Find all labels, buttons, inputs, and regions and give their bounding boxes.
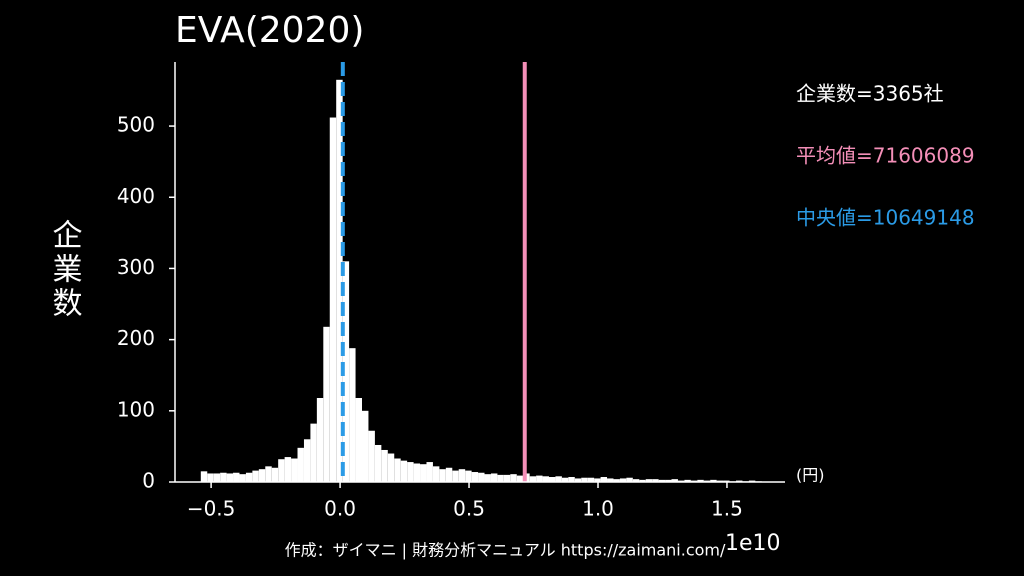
y-tick-label: 200 xyxy=(117,326,155,350)
footer: 作成：ザイマニ | 財務分析マニュアル https://zaimani.com/ xyxy=(285,541,726,560)
bar xyxy=(245,472,253,482)
bar xyxy=(626,477,633,482)
stat-label: 中央値=10649148 xyxy=(796,206,975,230)
bar xyxy=(503,474,511,482)
bar xyxy=(458,469,466,482)
x-unit: (円) xyxy=(796,466,825,485)
bar xyxy=(652,479,659,482)
bar xyxy=(342,261,350,482)
bar xyxy=(542,476,549,482)
bar xyxy=(471,472,479,482)
bar xyxy=(258,469,266,482)
bar xyxy=(355,398,362,482)
stat-label: 企業数=3365社 xyxy=(796,82,944,106)
bar xyxy=(310,423,317,482)
bar xyxy=(420,464,427,482)
bar xyxy=(265,466,272,482)
bar xyxy=(568,477,575,482)
bar xyxy=(207,473,214,482)
y-tick-label: 400 xyxy=(117,184,155,208)
bar xyxy=(284,457,292,482)
bar xyxy=(297,447,304,482)
y-tick-label: 500 xyxy=(117,113,155,137)
bar xyxy=(632,479,640,482)
bar xyxy=(220,472,227,482)
bar xyxy=(490,473,498,482)
bar xyxy=(349,348,356,482)
bar xyxy=(400,460,408,482)
bar xyxy=(329,117,337,482)
y-tick-label: 300 xyxy=(117,255,155,279)
bar xyxy=(239,474,246,482)
bar xyxy=(278,459,285,482)
bar xyxy=(561,477,569,482)
bar xyxy=(645,479,653,482)
chart-title: EVA(2020) xyxy=(175,10,364,51)
bar xyxy=(484,474,491,482)
bar xyxy=(613,479,620,482)
x-tick-label: −0.5 xyxy=(187,497,236,521)
bar xyxy=(291,458,298,482)
x-tick-label: 0.0 xyxy=(324,497,356,521)
bar xyxy=(303,439,311,482)
bar xyxy=(439,469,446,482)
bar xyxy=(316,398,324,482)
bar xyxy=(697,479,704,482)
bar xyxy=(671,479,678,482)
bar xyxy=(426,462,433,482)
bar xyxy=(368,430,375,482)
bar xyxy=(413,463,421,482)
y-axis-label: 企業数 xyxy=(47,219,83,321)
bar xyxy=(432,466,440,482)
bar xyxy=(607,478,614,482)
bar xyxy=(323,326,330,482)
bar xyxy=(465,470,472,482)
bar xyxy=(381,449,388,482)
bar xyxy=(710,479,717,482)
bar xyxy=(600,477,608,482)
x-offset: 1e10 xyxy=(725,531,781,556)
bar xyxy=(387,453,395,482)
bar xyxy=(452,470,459,482)
x-tick-label: 1.0 xyxy=(582,497,614,521)
bar xyxy=(510,474,517,482)
bar xyxy=(658,479,666,482)
bar xyxy=(574,478,582,482)
y-tick-label: 100 xyxy=(117,397,155,421)
bar xyxy=(200,471,208,482)
bar xyxy=(478,472,485,482)
bar xyxy=(536,475,543,482)
bar xyxy=(665,479,672,482)
x-tick-label: 0.5 xyxy=(453,497,485,521)
bar xyxy=(619,478,627,482)
stat-label: 平均値=71606089 xyxy=(796,144,975,168)
x-tick-label: 1.5 xyxy=(711,497,743,521)
bar xyxy=(639,479,646,482)
bar xyxy=(497,474,504,482)
bar xyxy=(361,410,369,482)
bar xyxy=(252,470,259,482)
bar xyxy=(271,467,279,482)
bar xyxy=(445,467,453,482)
bar xyxy=(529,476,537,482)
bar xyxy=(594,478,601,482)
bar xyxy=(233,472,240,482)
bar xyxy=(555,476,562,482)
bar xyxy=(581,477,588,482)
bar xyxy=(336,79,343,483)
bar xyxy=(548,477,556,482)
bar xyxy=(587,477,595,482)
bar xyxy=(394,458,401,482)
bar xyxy=(226,473,234,482)
y-tick-label: 0 xyxy=(142,469,155,493)
bar xyxy=(374,444,382,482)
bar xyxy=(213,473,221,482)
bar xyxy=(684,479,691,482)
bar xyxy=(516,475,524,482)
bar xyxy=(407,462,414,482)
